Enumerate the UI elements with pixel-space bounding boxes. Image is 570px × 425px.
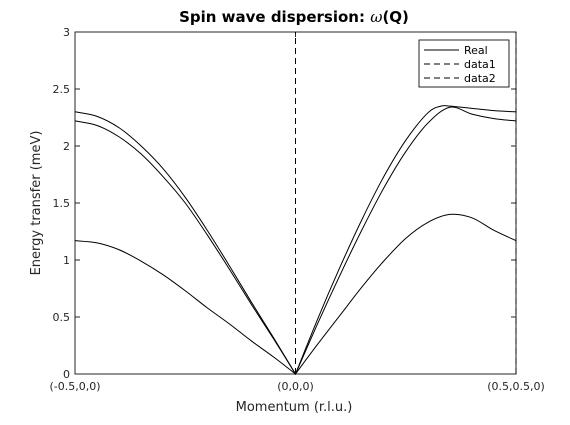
chart-title-suffix: (Q) <box>382 8 408 26</box>
x-tick-label: (0,0,0) <box>277 380 314 393</box>
legend-label: Real <box>464 44 488 57</box>
y-tick-label: 3 <box>63 26 70 39</box>
x-tick-label: (0.5,0.5,0) <box>487 380 545 393</box>
y-tick-label: 1 <box>63 254 70 267</box>
y-axis-label: Energy transfer (meV) <box>29 131 44 276</box>
legend-label: data1 <box>464 58 496 71</box>
x-tick-label: (-0.5,0,0) <box>49 380 100 393</box>
legend-label: data2 <box>464 72 496 85</box>
chart-title-text: Spin wave dispersion: <box>179 8 370 26</box>
y-tick-label: 2 <box>63 140 70 153</box>
x-axis-label: Momentum (r.l.u.) <box>236 400 353 415</box>
y-tick-label: 0.5 <box>53 311 71 324</box>
y-tick-label: 0 <box>63 368 70 381</box>
chart-title: Spin wave dispersion: ω(Q) <box>179 8 409 26</box>
y-tick-label: 2.5 <box>53 83 71 96</box>
series-line-real <box>74 104 517 376</box>
plot-area: 0 0.5 1 1.5 2 2.5 3 (-0.5,0,0) (0,0,0) (0.5,0.5,0… <box>49 26 544 393</box>
y-tick-label: 1.5 <box>53 197 71 210</box>
chart-title-omega: ω <box>370 8 382 26</box>
